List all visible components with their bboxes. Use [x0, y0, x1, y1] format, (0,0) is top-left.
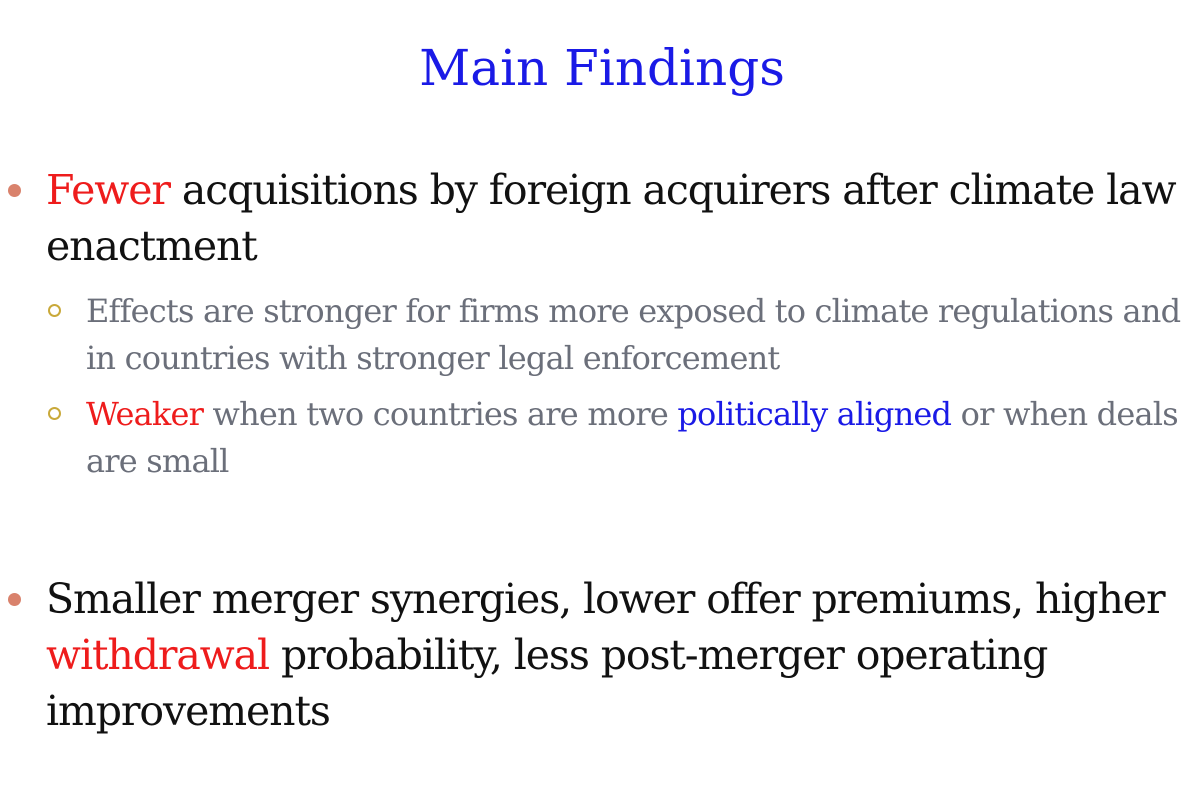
slide-title: Main Findings [419, 39, 785, 97]
sub-bullet-2: Weaker when two countries are more polit… [48, 391, 1186, 485]
point2-text-b: probability, less post-merger operating … [46, 631, 1048, 735]
hollow-bullet-icon [48, 407, 61, 420]
bullet-dot-icon [8, 184, 21, 197]
point1-text: acquisitions by foreign acquirers after … [46, 166, 1177, 270]
sub1-text: Effects are stronger for firms more expo… [86, 292, 1181, 377]
highlight-weaker: Weaker [86, 395, 204, 433]
sub2-text-a: when two countries are more [203, 395, 678, 433]
bullet-dot-icon [8, 593, 21, 606]
sub2-text-b: or when deals are small [86, 395, 1179, 480]
highlight-withdrawal: withdrawal [46, 631, 270, 679]
highlight-politically-aligned: politically aligned [677, 395, 952, 433]
sub-bullet-1: Effects are stronger for firms more expo… [48, 288, 1186, 382]
bullet-point-1: Fewer acquisitions by foreign acquirers … [8, 162, 1196, 274]
hollow-bullet-icon [48, 304, 61, 317]
point2-text-a: Smaller merger synergies, lower offer pr… [46, 575, 1166, 623]
highlight-fewer: Fewer [46, 166, 171, 214]
bullet-point-2: Smaller merger synergies, lower offer pr… [8, 571, 1196, 739]
